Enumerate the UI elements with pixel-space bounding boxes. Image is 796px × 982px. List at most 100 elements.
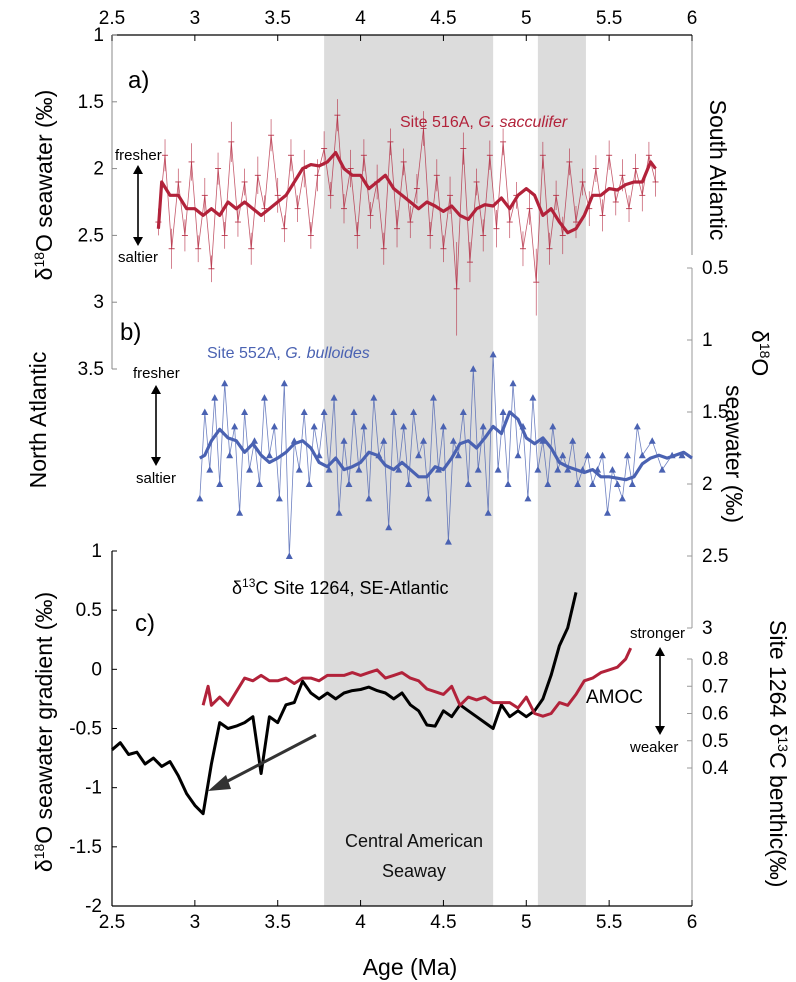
x-axis-label: Age (Ma)	[363, 954, 458, 980]
panel-b-point	[678, 451, 686, 459]
panel-b-point	[514, 451, 522, 459]
panel-b-saltier-label: saltier	[136, 470, 176, 487]
panel-b-y-tick-label: 1.5	[702, 402, 728, 423]
panel-a-y-tick-label: 1	[93, 25, 104, 46]
panel-b-point	[370, 394, 378, 401]
panel-b-point	[320, 408, 328, 415]
panel-a-y-axis-label: δ18O seawater (‰)	[31, 90, 57, 281]
panel-b-point	[295, 466, 303, 473]
panel-b-y-tick-label: 0.5	[702, 258, 728, 279]
panel-b-point	[464, 480, 472, 487]
panel-b-point	[285, 552, 293, 559]
seaway-label-line1: Central American	[345, 831, 483, 851]
panel-c-y-tick-label: -1.5	[69, 837, 102, 858]
top-x-tick-label: 4.5	[430, 8, 456, 29]
panel-b-point	[325, 466, 333, 473]
panel-b-point	[603, 509, 611, 516]
panel-b-point	[335, 509, 343, 516]
panel-b-point	[246, 466, 254, 473]
panel-b-point	[280, 379, 288, 387]
panel-b-point	[509, 379, 517, 387]
panel-b-point	[524, 494, 532, 502]
panel-c-right-y-tick-label: 0.4	[702, 758, 729, 779]
panel-b-point	[479, 422, 487, 430]
panel-b-y-axis-label-line2: seawater (‰)	[721, 385, 747, 523]
panel-c-series-line-1	[111, 592, 578, 816]
panel-b-smooth-line	[198, 410, 693, 482]
panel-c-series-line-2	[201, 647, 633, 718]
bottom-x-tick-label: 3	[190, 912, 201, 933]
panel-a-raw-series	[155, 99, 659, 336]
panel-a-region-label: South Atlantic	[705, 100, 731, 241]
amoc-weaker-label: weaker	[629, 739, 678, 756]
panel-b-smooth-series	[198, 410, 693, 482]
panel-c-y-tick-label: 0.5	[76, 600, 102, 621]
panel-b-y-axis-label-line1: δ18O	[747, 330, 773, 376]
minimum-pointer-arrow	[208, 733, 317, 791]
top-x-tick-label: 5.5	[596, 8, 622, 29]
panel-c-right-y-tick-label: 0.7	[702, 676, 728, 697]
panel-b-point	[648, 437, 656, 444]
panel-b-fresher-label: fresher	[133, 365, 180, 382]
panel-c-y-axis-label: δ18O seawater gradient (‰)	[31, 592, 57, 872]
panel-a-site-label: Site 516A, G. sacculifer	[400, 114, 568, 131]
panel-b-point	[484, 509, 492, 516]
bottom-x-tick-label: 3.5	[265, 912, 291, 933]
panel-b-point	[221, 379, 229, 387]
panel-b-y-tick-label: 2.5	[702, 546, 728, 567]
panel-b-point	[469, 365, 477, 372]
shading-band-1	[324, 35, 494, 906]
panel-b-point	[459, 408, 467, 415]
panel-b-point	[211, 394, 219, 401]
panel-b-point	[206, 466, 214, 473]
panel-b-point	[255, 480, 263, 487]
amoc-arrow	[655, 647, 665, 735]
panel-b-point	[340, 437, 348, 444]
bottom-x-tick-label: 4.5	[430, 912, 456, 933]
panel-b-point	[330, 394, 338, 401]
panel-c-y-tick-label: 0	[91, 659, 102, 680]
bottom-x-tick-label: 4	[355, 912, 366, 933]
top-x-tick-label: 3	[190, 8, 201, 29]
panel-b-point	[549, 422, 557, 430]
panel-b-point	[425, 494, 433, 502]
panel-b-point	[454, 451, 462, 459]
panel-b-point	[633, 422, 641, 430]
panel-b-point	[559, 451, 567, 459]
panel-b-point	[196, 494, 204, 502]
panel-b-point	[390, 408, 398, 415]
panel-c-right-y-tick-label: 0.6	[702, 704, 728, 725]
panel-b-point	[504, 480, 512, 487]
panel-b-point	[226, 451, 234, 459]
panel-b-point	[305, 480, 313, 487]
panel-b-point	[499, 408, 507, 415]
panel-b-point	[494, 466, 502, 473]
panel-b-point	[608, 466, 616, 473]
panel-a-y-tick-label: 1.5	[78, 92, 104, 113]
panel-b-y-tick-label: 1	[702, 330, 713, 351]
bottom-x-tick-label: 2.5	[99, 912, 125, 933]
panel-b-point	[489, 350, 497, 358]
panel-b-point	[564, 466, 572, 473]
panel-c-title: δ13C Site 1264, SE-Atlantic	[232, 576, 449, 598]
panel-b-point	[216, 480, 224, 487]
panel-b-point	[365, 494, 373, 502]
panel-b-point	[380, 437, 388, 444]
panel-b-point	[584, 451, 592, 459]
panel-b-point	[300, 408, 308, 415]
panel-c-y-tick-label: 1	[91, 541, 102, 562]
panel-a-smooth-line	[156, 151, 657, 235]
panel-b-point	[569, 437, 577, 444]
panel-b-point	[355, 466, 363, 473]
panel-b-point	[599, 451, 607, 459]
panel-b-point	[574, 480, 582, 487]
panel-b-point	[554, 466, 562, 473]
panel-b-point	[613, 480, 621, 487]
panel-b-point	[429, 394, 437, 401]
panel-a-y-tick-label: 3.5	[78, 359, 104, 380]
panel-b-point	[529, 394, 537, 401]
panel-b-point	[236, 509, 244, 516]
top-x-tick-label: 3.5	[265, 8, 291, 29]
bottom-x-tick-label: 5	[521, 912, 532, 933]
